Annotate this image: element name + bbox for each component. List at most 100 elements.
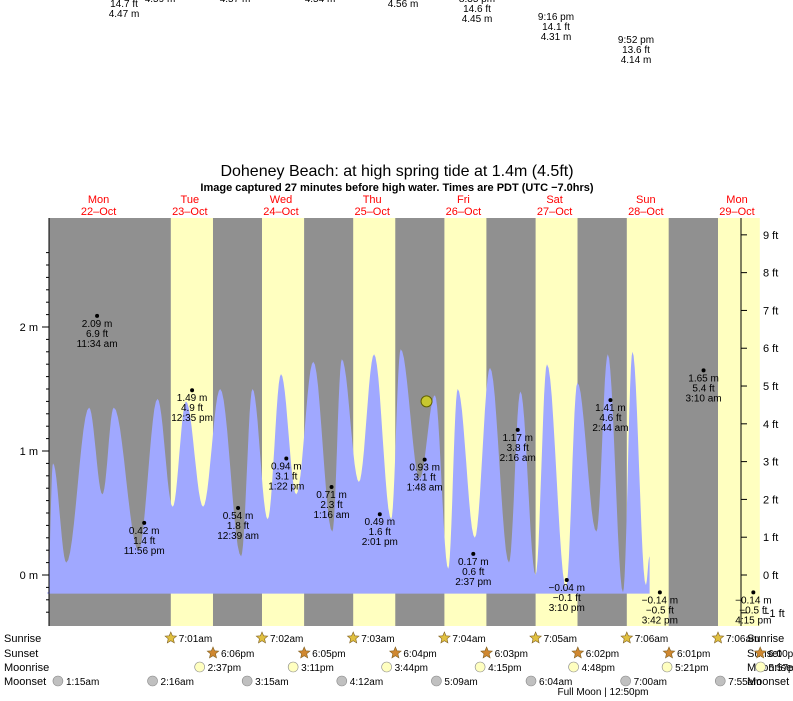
sunset-time: 6:06pm <box>221 649 254 660</box>
tide-extreme-point <box>377 512 382 517</box>
tide-extreme-label: 6.9 ft <box>86 329 108 340</box>
moonrise-time: 5:21pm <box>675 663 708 674</box>
moonset-moon-icon <box>620 675 631 687</box>
tide-extreme-label: 1.8 ft <box>227 521 249 532</box>
sunrise-star-icon <box>255 631 269 644</box>
left-tick-label: 0 m <box>20 570 38 582</box>
sunset-star-icon <box>297 646 311 659</box>
right-tick-label: 9 ft <box>763 230 778 242</box>
right-tick-label: 3 ft <box>763 457 778 469</box>
tide-extreme-label: 3:10 pm <box>549 603 585 614</box>
sunset-time: 6:02pm <box>586 649 619 660</box>
sunrise-time: 7:06am <box>635 634 668 645</box>
tide-extreme-point <box>751 590 756 595</box>
tide-area <box>47 349 650 594</box>
chart-title: Doheney Beach: at high spring tide at 1.… <box>220 163 573 180</box>
tide-extreme-label: 3:42 pm <box>642 615 678 626</box>
tide-extreme-point <box>422 457 427 462</box>
tide-extreme-label: 1.49 m <box>177 393 208 404</box>
right-tick-label: 6 ft <box>763 343 778 355</box>
day-date: 27–Oct <box>537 206 572 218</box>
sunset-star-icon <box>388 646 402 659</box>
tide-extreme-label: 1:22 pm <box>268 481 304 492</box>
tide-extreme-label: −0.04 m <box>549 583 585 594</box>
chart-subtitle: Image captured 27 minutes before high wa… <box>200 182 594 194</box>
right-tick-label: 5 ft <box>763 381 778 393</box>
moonrise-moon-icon <box>755 661 766 673</box>
sunrise-star-icon <box>346 631 360 644</box>
tide-extreme-label: 0.49 m <box>365 517 396 528</box>
moonrise-time: 3:11pm <box>301 663 334 674</box>
top-label-text: 4.56 m <box>388 0 419 10</box>
sunrise-time: 7:05am <box>544 634 577 645</box>
tide-extreme-label: 12:35 pm <box>171 413 213 424</box>
moonset-time: 2:16am <box>161 677 194 688</box>
sunset-star-icon <box>480 646 494 659</box>
moonrise-moon-icon <box>474 661 486 673</box>
tide-extreme-point <box>701 368 706 373</box>
tide-extreme-point <box>471 551 476 556</box>
tide-extreme-label: 1.65 m <box>688 373 719 384</box>
tide-extreme-label: 2:37 pm <box>455 577 491 588</box>
right-tick-label: 1 ft <box>763 532 778 544</box>
day-date: 23–Oct <box>172 206 207 218</box>
top-label-text: 4.47 m <box>109 9 140 20</box>
tide-extreme-label: 3.8 ft <box>507 443 529 454</box>
right-tick-label: 7 ft <box>763 305 778 317</box>
day-date: 28–Oct <box>628 206 663 218</box>
moon-phase-label: Full Moon | 12:50pm <box>558 687 649 698</box>
moonrise-moon-icon <box>661 661 673 673</box>
top-label-text: 4.57 m <box>220 0 251 5</box>
tide-extreme-point <box>284 456 289 461</box>
top-label-text: 14.1 ft <box>542 22 570 33</box>
tide-extreme-label: 3.1 ft <box>414 473 436 484</box>
day-date: 22–Oct <box>81 206 116 218</box>
sunset-time: 6:03pm <box>495 649 528 660</box>
tide-extreme-label: 12:39 am <box>217 531 259 542</box>
row-label-left: Sunset <box>4 648 38 660</box>
top-label-text: 4.45 m <box>462 14 493 25</box>
top-label-text: 14.7 ft <box>110 0 138 10</box>
tide-extreme-label: 4.6 ft <box>599 413 621 424</box>
moonset-time: 1:15am <box>66 677 99 688</box>
row-label-left: Moonrise <box>4 662 49 674</box>
top-label-text: 8:35 pm <box>459 0 495 5</box>
top-label-text: 9:16 pm <box>538 12 574 23</box>
sunrise-time: 7:03am <box>361 634 394 645</box>
right-tick-label: 4 ft <box>763 419 778 431</box>
sunset-time: 6:01pm <box>677 649 710 660</box>
moonrise-moon-icon <box>381 661 392 673</box>
tide-extreme-label: 11:34 am <box>77 339 118 350</box>
tide-extreme-label: 2.09 m <box>82 319 113 330</box>
moonset-moon-icon <box>336 675 348 687</box>
row-label-right: Moonset <box>747 676 789 688</box>
day-date: 25–Oct <box>354 206 389 218</box>
day-headers: Mon22–OctTue23–OctWed24–OctThu25–OctFri2… <box>81 194 755 218</box>
tide-extreme-label: 1:16 am <box>313 510 349 521</box>
left-tick-label: 1 m <box>20 446 38 458</box>
tide-extreme-label: 0.6 ft <box>462 567 484 578</box>
day-name: Tue <box>181 194 200 206</box>
moonrise-moon-icon <box>287 661 299 673</box>
tide-extreme-label: 0.42 m <box>129 526 160 537</box>
tide-extreme-label: 1.6 ft <box>369 527 391 538</box>
tide-extreme-point <box>190 388 195 393</box>
row-label-right: Sunrise <box>747 633 784 645</box>
top-label-text: 4.54 m <box>305 0 336 5</box>
moonset-time: 7:00am <box>634 677 667 688</box>
tide-extreme-point <box>95 313 100 318</box>
sunset-star-icon <box>662 646 676 659</box>
moonrise-moon-icon <box>194 661 205 673</box>
tide-extreme-label: −0.1 ft <box>553 593 581 604</box>
top-label-text: 9:52 pm <box>618 35 654 46</box>
tide-extreme-label: −0.5 ft <box>739 605 767 616</box>
day-name: Mon <box>88 194 109 206</box>
tide-extreme-label: 1.41 m <box>595 403 626 414</box>
tide-extreme-label: 2:44 am <box>592 423 628 434</box>
moonset-moon-icon <box>431 675 442 687</box>
day-date: 24–Oct <box>263 206 298 218</box>
tide-extreme-label: −0.5 ft <box>646 605 674 616</box>
row-label-left: Moonset <box>4 676 46 688</box>
top-label-text: 14.6 ft <box>463 4 491 15</box>
